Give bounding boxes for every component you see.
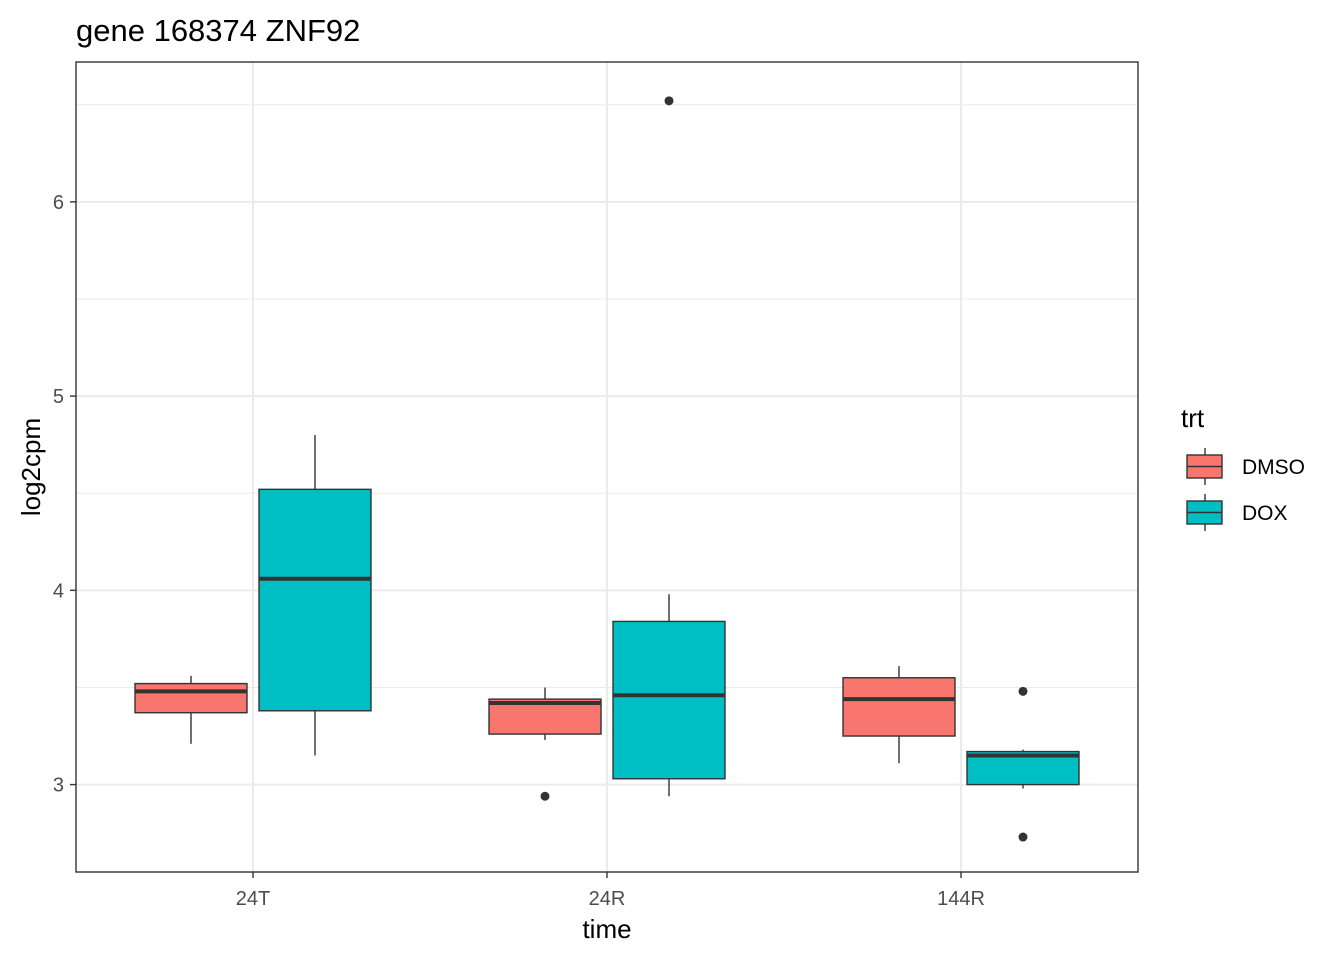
- box-dox-24t: [258, 434, 372, 756]
- y-tick-label: 5: [53, 386, 64, 408]
- y-tick-label: 6: [53, 192, 64, 214]
- x-tick-label: 24T: [236, 888, 270, 910]
- x-axis-title: time: [582, 914, 631, 944]
- legend-label: DMSO: [1242, 456, 1305, 479]
- legend-title: trt: [1181, 403, 1205, 433]
- box-dox-24r: [612, 96, 726, 797]
- box-dox-144r: [966, 686, 1080, 842]
- outlier-point: [1018, 832, 1028, 842]
- box-body: [612, 620, 726, 780]
- y-tick-label: 4: [53, 580, 64, 602]
- box-body: [258, 488, 372, 712]
- data-layer: [134, 96, 1080, 842]
- box-body: [842, 677, 956, 737]
- grid-layer: [76, 62, 1138, 872]
- x-tick-label: 144R: [937, 888, 985, 910]
- y-tick-label: 3: [53, 775, 64, 797]
- outlier-point: [664, 96, 674, 106]
- box-body: [134, 682, 248, 714]
- legend-item-dmso: DMSO: [1186, 448, 1305, 485]
- outlier-point: [1018, 686, 1028, 696]
- legend: trt DMSO DOX: [1181, 403, 1305, 531]
- chart-title: gene 168374 ZNF92: [76, 13, 360, 48]
- axis-layer: 3 4 5 6 24T 24R 144R: [53, 192, 985, 910]
- legend-item-dox: DOX: [1186, 494, 1288, 531]
- box-dmso-144r: [842, 666, 956, 764]
- legend-label: DOX: [1242, 502, 1288, 525]
- outlier-point: [540, 791, 550, 801]
- x-tick-label: 24R: [589, 888, 626, 910]
- y-axis-title: log2cpm: [16, 418, 46, 516]
- box-dmso-24t: [134, 675, 248, 744]
- box-dmso-24r: [488, 687, 602, 801]
